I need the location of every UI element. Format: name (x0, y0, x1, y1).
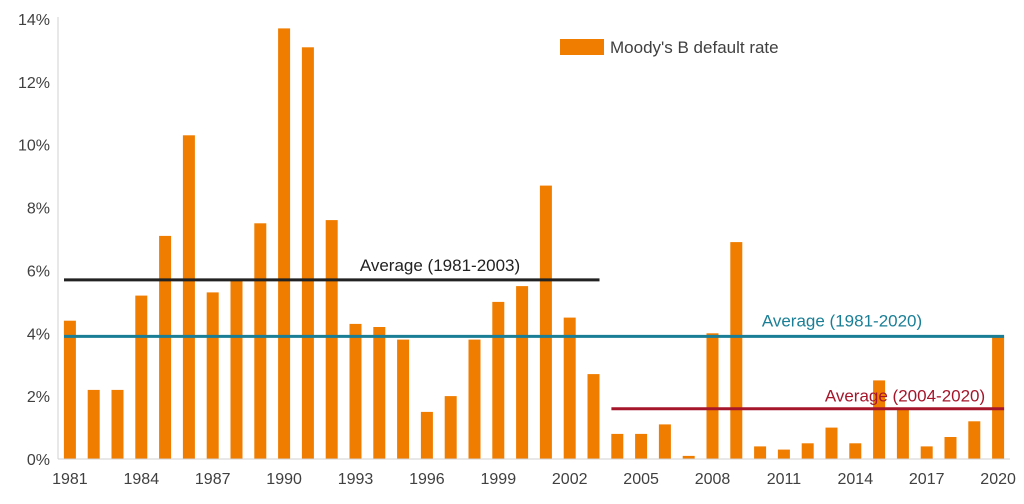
bar (896, 408, 909, 459)
bar (420, 411, 433, 459)
bar (63, 320, 76, 459)
bar (635, 433, 648, 459)
bar (682, 455, 695, 459)
x-tick-label: 2014 (838, 471, 874, 488)
bar (492, 301, 505, 459)
bar (516, 286, 529, 459)
x-tick-label: 2020 (980, 471, 1016, 488)
bar (111, 389, 124, 459)
bar (230, 279, 243, 459)
y-tick-label: 8% (27, 201, 50, 218)
bar (658, 424, 671, 459)
bar (539, 185, 552, 459)
y-tick-label: 10% (18, 138, 50, 155)
bar (397, 339, 410, 459)
bar (468, 339, 481, 459)
bar (920, 446, 933, 459)
bar (992, 336, 1005, 459)
bar (254, 223, 267, 459)
x-tick-label: 1999 (481, 471, 517, 488)
bar (325, 220, 338, 459)
bar (301, 47, 314, 460)
x-tick-label: 1984 (124, 471, 160, 488)
x-tick-label: 1987 (195, 471, 231, 488)
bar (159, 235, 172, 459)
x-tick-label: 2011 (767, 471, 802, 488)
x-tick-label: 1993 (338, 471, 374, 488)
x-tick-label: 2005 (623, 471, 659, 488)
legend: Moody's B default rate (560, 38, 779, 57)
x-tick-label: 2002 (552, 471, 588, 488)
y-tick-label: 14% (18, 12, 50, 29)
average-label: Average (1981-2003) (360, 256, 520, 275)
bar (135, 295, 148, 459)
bar (349, 323, 362, 459)
bar (706, 333, 719, 459)
bar (206, 292, 219, 459)
bar (278, 28, 291, 460)
bar (801, 443, 814, 459)
bar (587, 374, 600, 459)
y-tick-label: 12% (18, 75, 50, 92)
bar (182, 135, 195, 460)
bar (968, 421, 981, 459)
average-label: Average (1981-2020) (762, 311, 922, 330)
bar (849, 443, 862, 459)
bar (87, 389, 100, 459)
bar (825, 427, 838, 459)
average-label: Average (2004-2020) (825, 387, 985, 406)
bar (873, 380, 886, 459)
bar (944, 437, 957, 459)
legend-swatch (560, 39, 604, 55)
y-tick-label: 6% (27, 263, 50, 280)
y-tick-label: 0% (27, 452, 50, 469)
bar (777, 449, 790, 459)
bar (444, 396, 457, 459)
y-axis: 0% 2% 4% 6% 8% 10% 12% 14% (18, 12, 59, 469)
x-tick-label: 1990 (266, 471, 302, 488)
bars (63, 28, 1005, 460)
average-lines: Average (1981-2003) Average (1981-2020) Av… (64, 256, 1005, 411)
x-tick-label: 1981 (52, 471, 88, 488)
bar (373, 327, 386, 459)
x-tick-label: 1996 (409, 471, 445, 488)
x-tick-label: 2017 (909, 471, 945, 488)
x-tick-label: 2008 (695, 471, 731, 488)
bar (730, 242, 743, 459)
y-tick-label: 2% (27, 389, 50, 406)
y-tick-label: 4% (27, 326, 50, 343)
bar (611, 433, 624, 459)
x-axis: 1981 1984 1987 1990 1993 1996 1999 2002 2005 2008… (52, 458, 1016, 488)
bar (754, 446, 767, 459)
legend-label: Moody's B default rate (610, 38, 779, 57)
bar (563, 317, 576, 459)
